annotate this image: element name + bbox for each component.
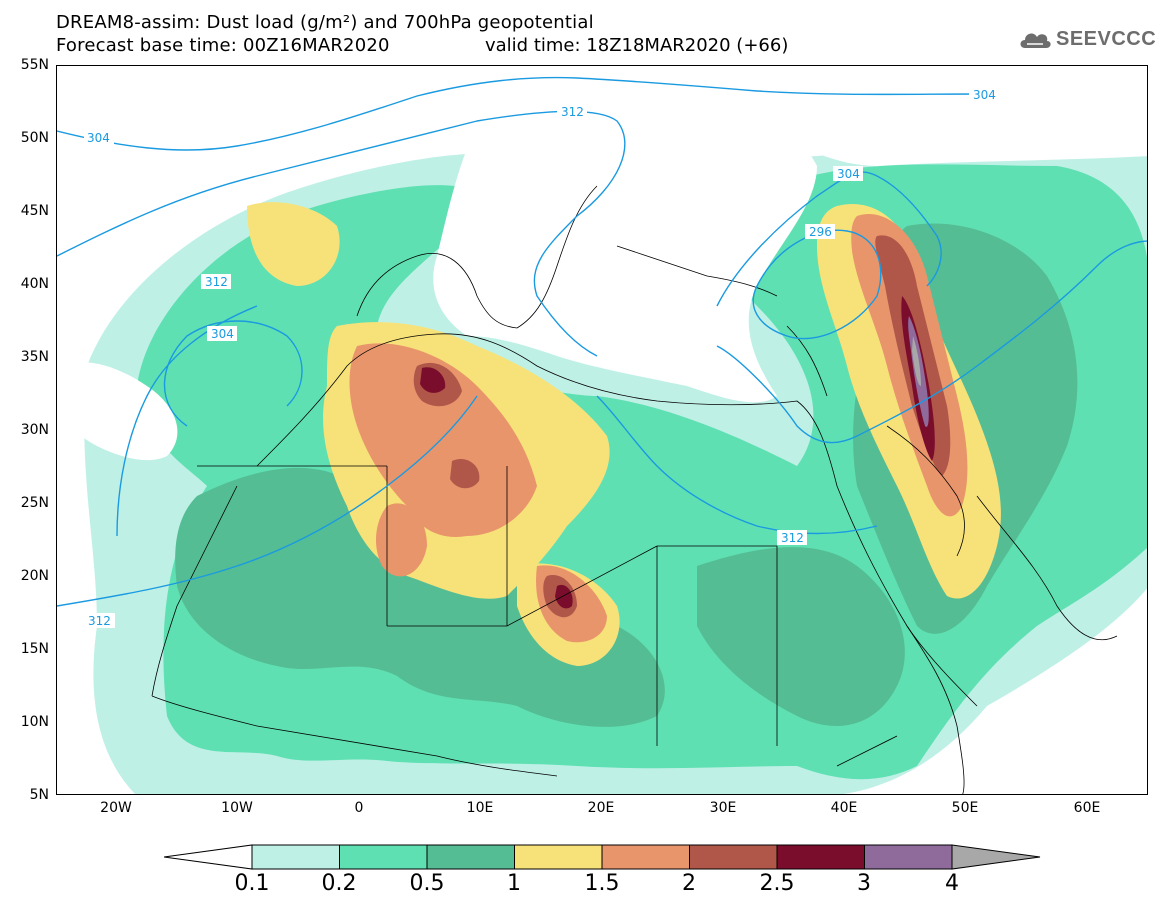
lat-label: 40N: [20, 276, 49, 292]
dust-region-dark-green: [697, 547, 905, 726]
colorbar-label: 0.5: [409, 871, 445, 896]
colorbar: [164, 844, 1041, 870]
contour-label: 304: [837, 167, 860, 181]
colorbar-segment: [689, 844, 778, 870]
valid-time: valid time: 18Z18MAR2020 (+66): [485, 35, 789, 56]
lat-label: 35N: [20, 349, 49, 365]
clear-area-atlantic: [57, 362, 178, 461]
lat-label: 20N: [20, 568, 49, 584]
colorbar-low-arrow: [164, 844, 253, 870]
clear-area-atlantic: [57, 66, 417, 276]
colorbar-label: 2.5: [759, 871, 795, 896]
dust-region-yellow: [247, 202, 340, 286]
colorbar-label: 0.2: [321, 871, 357, 896]
colorbar-segment: [251, 844, 340, 870]
lon-label: 60E: [1073, 800, 1101, 816]
colorbar-high-arrow: [951, 844, 1041, 870]
lon-label: 10W: [221, 800, 253, 816]
lat-label: 10N: [20, 714, 49, 730]
lon-label: 0: [354, 800, 364, 816]
colorbar-segment: [514, 844, 603, 870]
dust-region-gray: [912, 336, 921, 386]
lon-label: 50E: [951, 800, 979, 816]
coastlines: [151, 185, 1118, 794]
clear-area-north: [757, 66, 1147, 166]
colorbar-segment: [864, 844, 953, 870]
dust-region-orange: [349, 343, 537, 537]
seevccc-logo: SEEVCCC: [1018, 26, 1156, 52]
colorbar-label: 1: [507, 871, 521, 896]
lon-label: 30E: [709, 800, 737, 816]
contour-label: 312: [781, 531, 804, 545]
colorbar-segment: [339, 844, 428, 870]
colorbar-label: 3: [857, 871, 871, 896]
lat-label: 55N: [20, 57, 49, 73]
lon-label: 20E: [587, 800, 615, 816]
colorbar-label: 0.1: [234, 871, 270, 896]
colorbar-segment: [601, 844, 690, 870]
lon-label: 20W: [100, 800, 132, 816]
lon-label: 10E: [466, 800, 494, 816]
lat-label: 30N: [20, 422, 49, 438]
colorbar-segment: [426, 844, 515, 870]
cloud-icon: [1020, 33, 1051, 48]
contour-label: 304: [87, 131, 110, 145]
map-canvas: 304 312 304 296 304 312 304 312 312: [57, 66, 1147, 794]
colorbar-segment: [776, 844, 865, 870]
clear-area-europe: [433, 96, 817, 403]
dust-region-dark-green: [175, 467, 665, 727]
lat-label: 25N: [20, 495, 49, 511]
contour-label: 296: [809, 225, 832, 239]
logo-text: SEEVCCC: [1056, 27, 1157, 50]
lat-label: 5N: [29, 787, 49, 803]
colorbar-label: 1.5: [584, 871, 620, 896]
colorbar-label: 4: [945, 871, 959, 896]
contour-label: 312: [205, 275, 228, 289]
dust-region-orange: [375, 503, 427, 577]
dust-region-maroon: [555, 584, 573, 609]
contour-label: 312: [88, 614, 111, 628]
dust-region-dark-red: [450, 458, 480, 489]
contour-label: 312: [561, 105, 584, 119]
lat-label: 50N: [20, 130, 49, 146]
map-title: DREAM8-assim: Dust load (g/m²) and 700hP…: [56, 12, 594, 33]
lat-label: 45N: [20, 203, 49, 219]
contour-label: 304: [211, 327, 234, 341]
lat-label: 15N: [20, 641, 49, 657]
lon-label: 40E: [830, 800, 858, 816]
colorbar-segments: [251, 844, 953, 870]
contour-labels: 304 312 304 296 304 312 304 312 312: [84, 87, 999, 628]
dust-load-map: 304 312 304 296 304 312 304 312 312: [56, 65, 1148, 795]
dust-region-maroon: [420, 367, 446, 393]
forecast-base-time: Forecast base time: 00Z16MAR2020: [56, 35, 390, 56]
colorbar-label: 2: [682, 871, 696, 896]
contour-label: 304: [973, 88, 996, 102]
